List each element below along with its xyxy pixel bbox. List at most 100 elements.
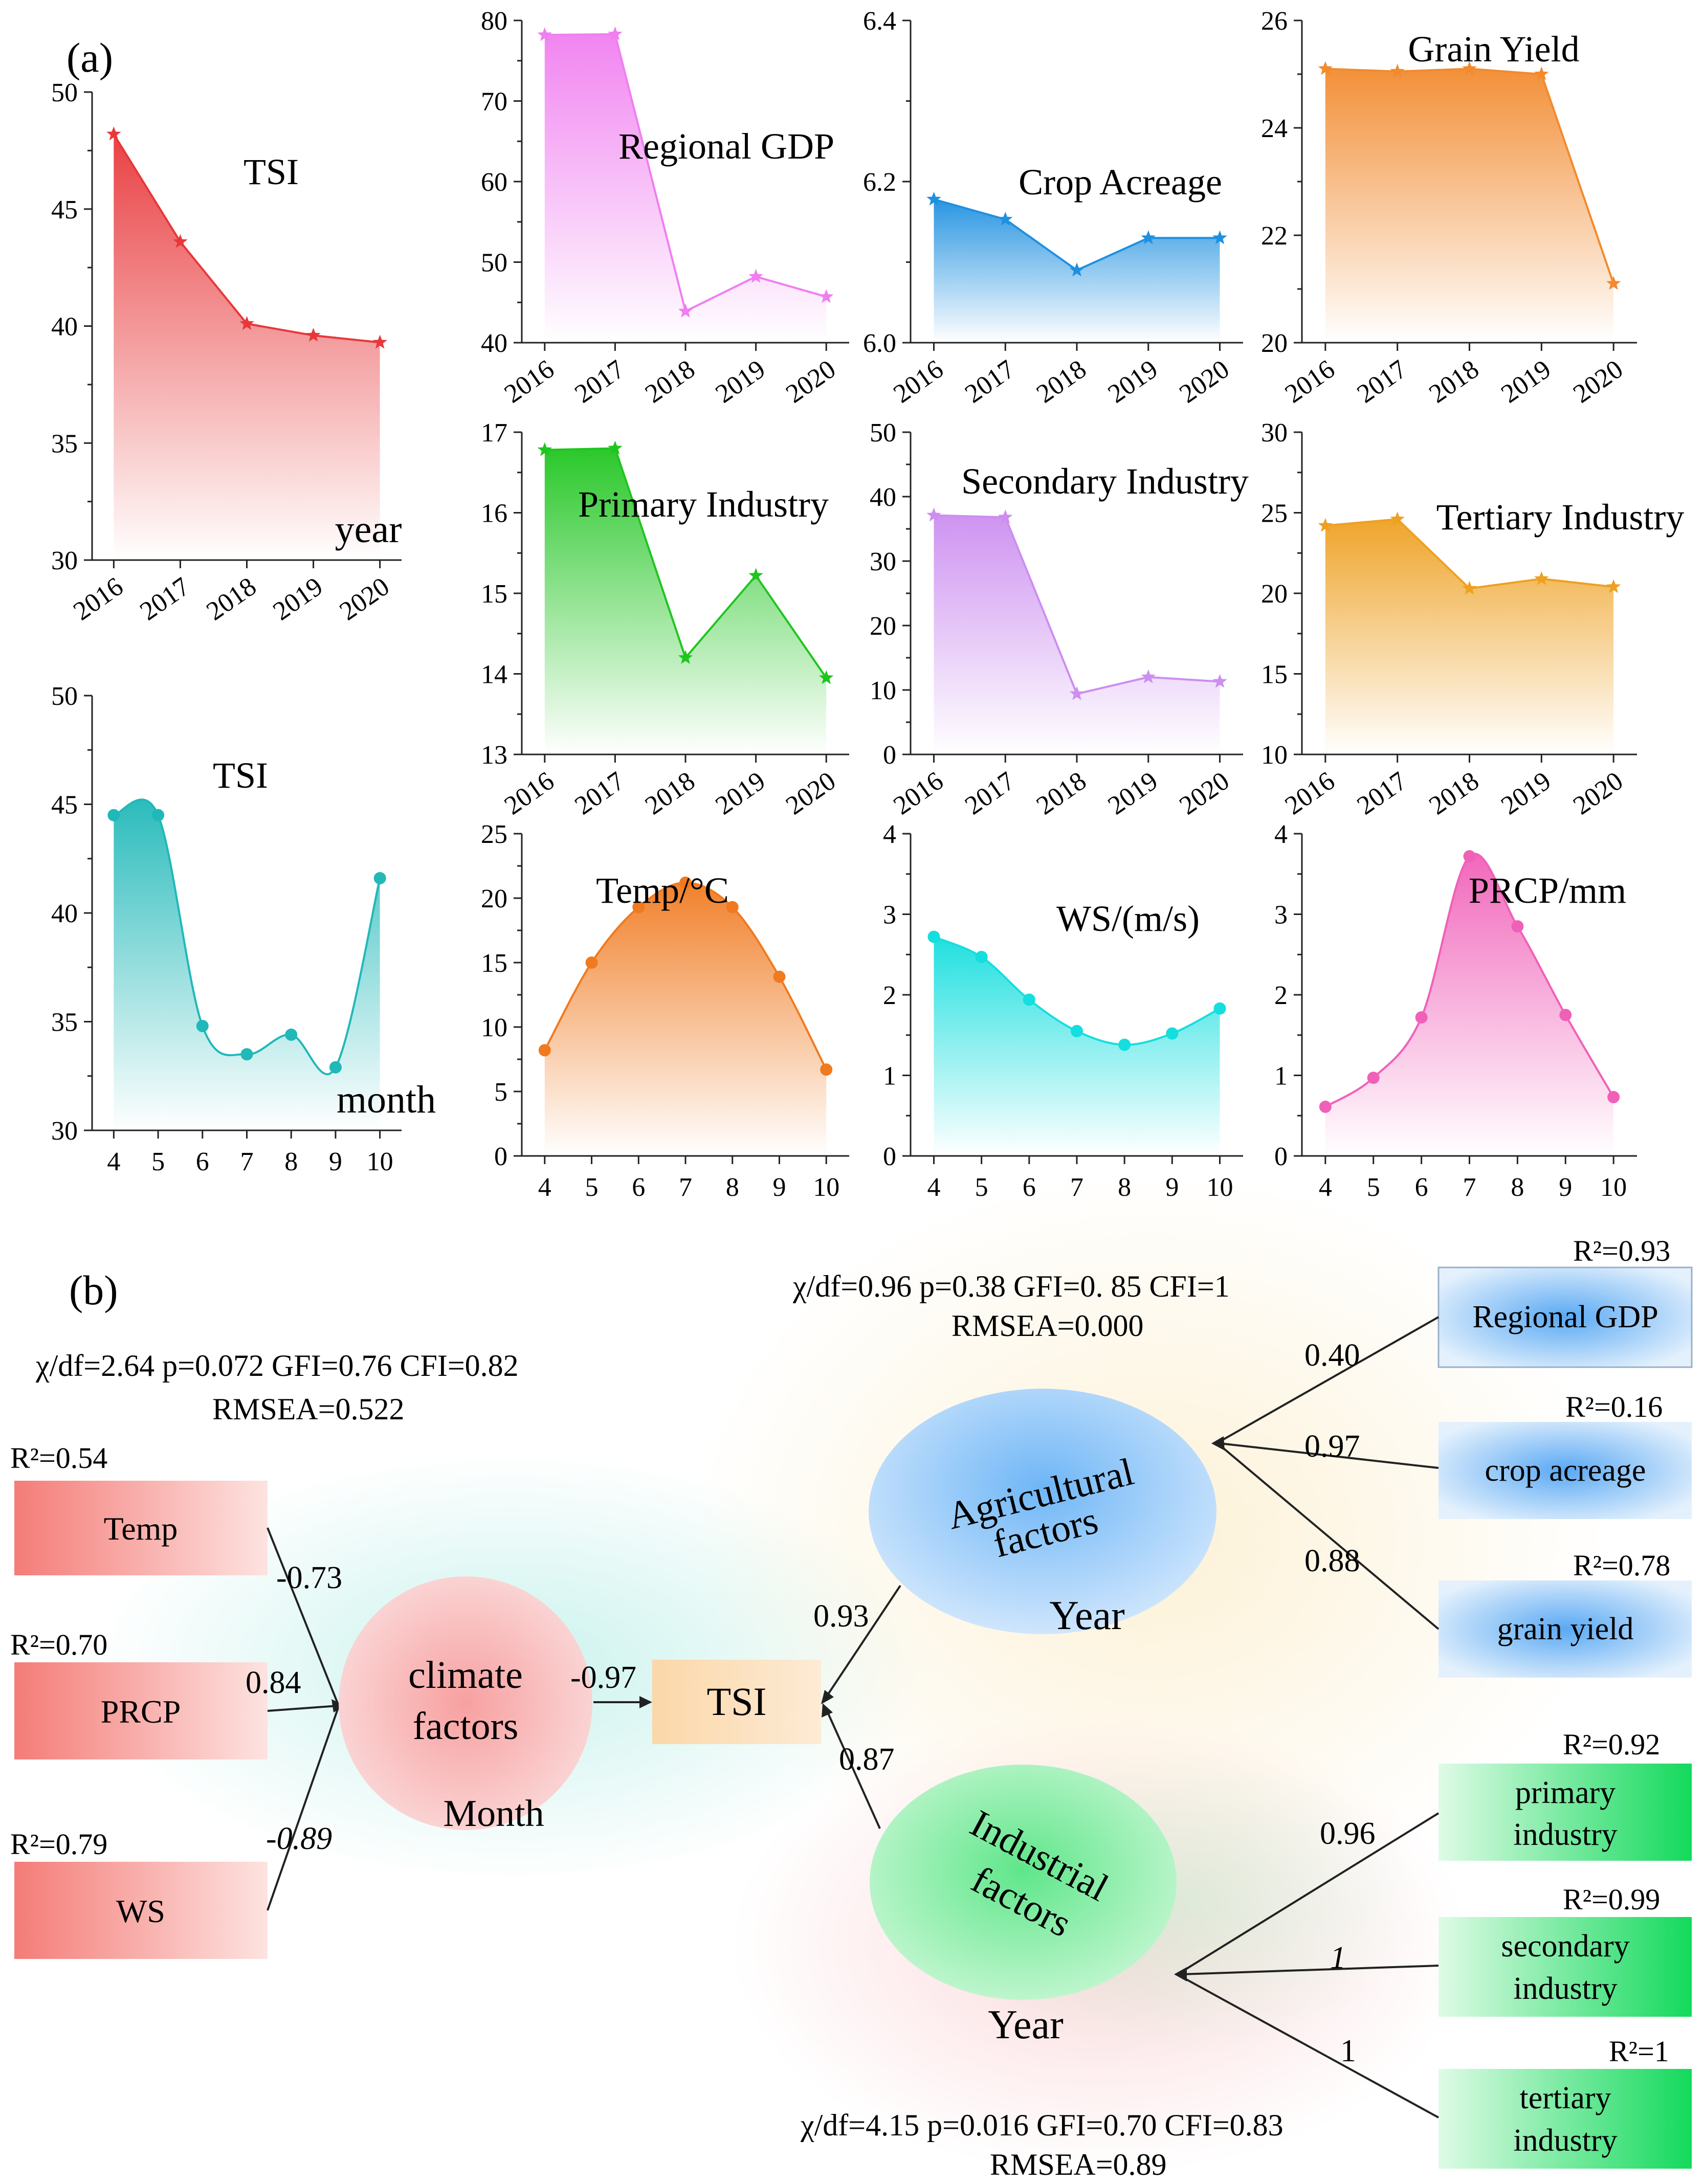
gdp-ytick-label: 50 [481, 249, 507, 278]
tertiary-xtick-label: 2018 [1424, 766, 1484, 820]
ind-fit-line2: RMSEA=0.89 [990, 2148, 1167, 2181]
secondary-area [934, 515, 1220, 754]
crop-box [1439, 1422, 1692, 1519]
primary-point [537, 442, 552, 456]
gdp-xtick-label: 2017 [569, 354, 630, 409]
prcp-r2: R²=0.70 [10, 1628, 107, 1661]
ws-point [1023, 993, 1035, 1006]
primary-ytick-label: 14 [481, 660, 507, 689]
primary-chart: 13 14 15 16 17 2016 2017 2018 2019 2020 Primary In… [481, 418, 849, 820]
grain-title: Grain Yield [1408, 29, 1579, 70]
prcp-chart: 0 1 2 3 4 4 5 6 7 8 9 10 PRCP/mm [1274, 820, 1637, 1202]
temp-ytick-label: 25 [481, 820, 507, 849]
tsi_year-ytick-label: 50 [51, 78, 78, 107]
ws-point [1071, 1024, 1083, 1037]
prcp-point [1319, 1100, 1332, 1113]
tsi_year-ytick-label: 40 [51, 313, 78, 342]
tsi-label: TSI [707, 1679, 767, 1724]
gdp-ytick-label: 60 [481, 168, 507, 197]
grain-xtick-label: 2018 [1424, 354, 1484, 409]
crop-ytick-label: 6.4 [863, 7, 896, 36]
secondary-point [1069, 686, 1085, 700]
tertiary-ytick-label: 20 [1261, 580, 1288, 609]
tsi_year-title: TSI [244, 151, 299, 192]
industrial-latent [870, 1765, 1177, 2000]
tsi_month-xtick-label: 9 [329, 1147, 342, 1176]
grain-xtick-label: 2019 [1496, 354, 1556, 409]
tsi_year-xtick-label: 2019 [268, 572, 328, 626]
tsi_year-xtick-label: 2017 [135, 572, 195, 626]
gdp-r2: R²=0.93 [1573, 1234, 1670, 1267]
tsi_year-xtick-label: 2020 [335, 572, 395, 626]
tertiary-label-2: industry [1513, 2123, 1617, 2158]
primary-xtick-label: 2017 [569, 766, 630, 820]
temp-ytick-label: 15 [481, 949, 507, 978]
ws-r2: R²=0.79 [10, 1828, 107, 1861]
agri-to-tsi-arrow [825, 1585, 901, 1698]
ind-to-tsi-coef: 0.87 [839, 1742, 895, 1777]
prcp-xtick-label: 5 [1367, 1173, 1380, 1202]
gdp-xtick-label: 2019 [711, 354, 771, 409]
prcp-xtick-label: 7 [1463, 1173, 1476, 1202]
grain-box [1439, 1580, 1692, 1678]
grain-r2: R²=0.78 [1573, 1549, 1670, 1582]
grain-coef: 0.88 [1304, 1544, 1360, 1578]
tsi_month-title: TSI [213, 755, 268, 796]
tsi_year-ytick-label: 35 [51, 429, 78, 458]
tsi_year-xtick-label: 2016 [68, 572, 128, 626]
prcp-ytick-label: 2 [1274, 981, 1288, 1010]
panel-b-label: (b) [69, 1267, 118, 1313]
temp-ytick-label: 5 [494, 1078, 507, 1107]
grain-point [1390, 63, 1405, 78]
ws-ytick-label: 3 [883, 901, 896, 930]
secondary-r2: R²=0.99 [1563, 1883, 1660, 1916]
prcp-xtick-label: 10 [1600, 1173, 1627, 1202]
secondary-ytick-label: 0 [883, 741, 896, 770]
secondary-xtick-label: 2020 [1174, 766, 1234, 820]
temp-xtick-label: 5 [585, 1173, 599, 1202]
tsi_month-ytick-label: 40 [51, 899, 78, 928]
temp-chart: 0 5 10 15 20 25 4 5 6 7 8 9 10 Temp/°C [481, 820, 849, 1202]
tertiary-ytick-label: 25 [1261, 499, 1288, 528]
tsi_month-point [373, 872, 386, 884]
ws-coef: -0.89 [266, 1821, 332, 1856]
grain-ytick-label: 24 [1261, 114, 1288, 143]
crop-r2: R²=0.16 [1565, 1390, 1663, 1423]
temp-coef: -0.73 [276, 1561, 342, 1595]
tsi_month-point [152, 809, 165, 821]
grain-ytick-label: 26 [1261, 7, 1288, 36]
tsi_month-ytick-label: 30 [51, 1117, 78, 1146]
tsi_year-chart: 30 35 40 45 50 2016 2017 2018 2019 2020 TSI year [51, 78, 402, 626]
tertiary-point [1606, 579, 1621, 593]
tertiary-coef: 1 [1340, 2034, 1356, 2068]
secondary-point [1141, 669, 1156, 683]
primary-xtick-label: 2016 [499, 766, 560, 820]
gdp-xtick-label: 2018 [640, 354, 700, 409]
primary-ytick-label: 17 [481, 418, 507, 448]
tertiary-ytick-label: 10 [1261, 741, 1288, 770]
tertiary-box [1439, 2069, 1692, 2169]
tsi_year-point [239, 316, 254, 330]
grain-point [1606, 276, 1621, 290]
tertiary-ytick-label: 15 [1261, 660, 1288, 689]
ws-point [975, 950, 988, 963]
prcp-point [1415, 1011, 1428, 1024]
tsi_year-xtick-label: 2018 [201, 572, 261, 626]
tertiary-point [1390, 511, 1405, 526]
grain-area [1325, 69, 1614, 343]
secondary-point [926, 507, 941, 522]
tsi_year-area [114, 134, 380, 560]
crop-coef: 0.97 [1304, 1429, 1360, 1464]
secondary-ytick-label: 20 [870, 612, 896, 641]
crop-ytick-label: 6.0 [863, 329, 896, 358]
crop-point [998, 212, 1013, 226]
crop-xtick-label: 2018 [1031, 354, 1092, 409]
secondary-ytick-label: 40 [870, 483, 896, 512]
grain-ytick-label: 20 [1261, 329, 1288, 358]
temp-xtick-label: 7 [679, 1173, 692, 1202]
temp-point [585, 956, 598, 969]
climate-arrowhead [331, 1699, 345, 1712]
industrial-arrows [1181, 1812, 1440, 2119]
